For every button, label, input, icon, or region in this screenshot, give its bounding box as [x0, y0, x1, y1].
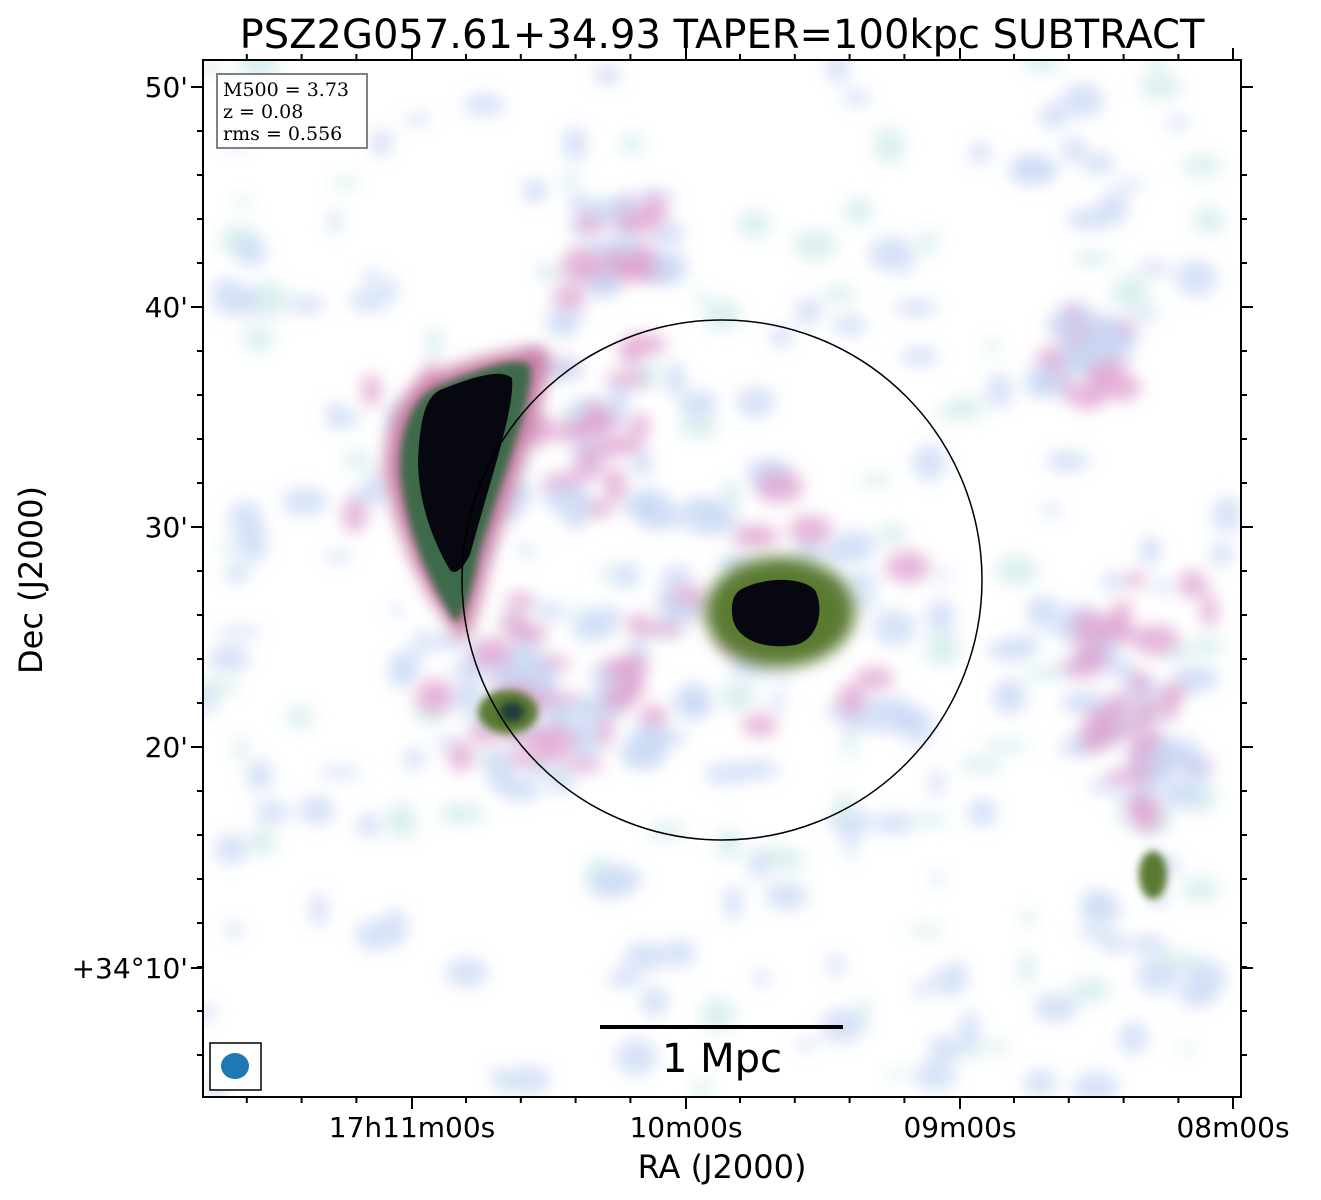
- dec-tick-label: 40': [145, 291, 188, 324]
- scale-bar-label: 1 Mpc: [662, 1036, 782, 1082]
- info-m500: M500 = 3.73: [223, 79, 349, 101]
- radio-image: [203, 60, 1241, 1097]
- info-box: M500 = 3.73 z = 0.08 rms = 0.556: [216, 73, 368, 149]
- plot-frame: [202, 59, 1242, 1098]
- south-source: [478, 690, 538, 734]
- axis-ticks: [191, 48, 1253, 1109]
- relic-source: [385, 349, 547, 640]
- dec-tick-label: 20': [145, 731, 188, 764]
- dec-tick-label: 50': [145, 71, 188, 104]
- dec-tick-label: +34°10': [72, 952, 188, 985]
- beam-indicator: [209, 1042, 262, 1091]
- scale-bar: 1 Mpc: [600, 1025, 843, 1082]
- dec-tick-labels: 50' 40' 30' 20' +34°10': [72, 71, 188, 985]
- ra-tick-labels: 17h11m00s 10m00s 09m00s 08m00s: [329, 1111, 1290, 1144]
- ra-tick-label: 17h11m00s: [329, 1111, 496, 1144]
- y-axis-label: Dec (J2000): [12, 486, 50, 674]
- east-source: [1139, 851, 1167, 899]
- beam-ellipse: [221, 1053, 249, 1079]
- x-axis-label: RA (J2000): [638, 1148, 807, 1186]
- ra-tick-label: 10m00s: [629, 1111, 742, 1144]
- ra-tick-label: 08m00s: [1176, 1111, 1289, 1144]
- central-source: [705, 557, 855, 667]
- info-redshift: z = 0.08: [223, 101, 303, 123]
- ra-tick-label: 09m00s: [903, 1111, 1016, 1144]
- dec-tick-label: 30': [145, 511, 188, 544]
- info-rms: rms = 0.556: [223, 123, 342, 145]
- diffuse-emission-light: [203, 60, 1241, 1097]
- plot-title: PSZ2G057.61+34.93 TAPER=100kpc SUBTRACT: [240, 12, 1205, 58]
- r500-circle: [461, 319, 983, 841]
